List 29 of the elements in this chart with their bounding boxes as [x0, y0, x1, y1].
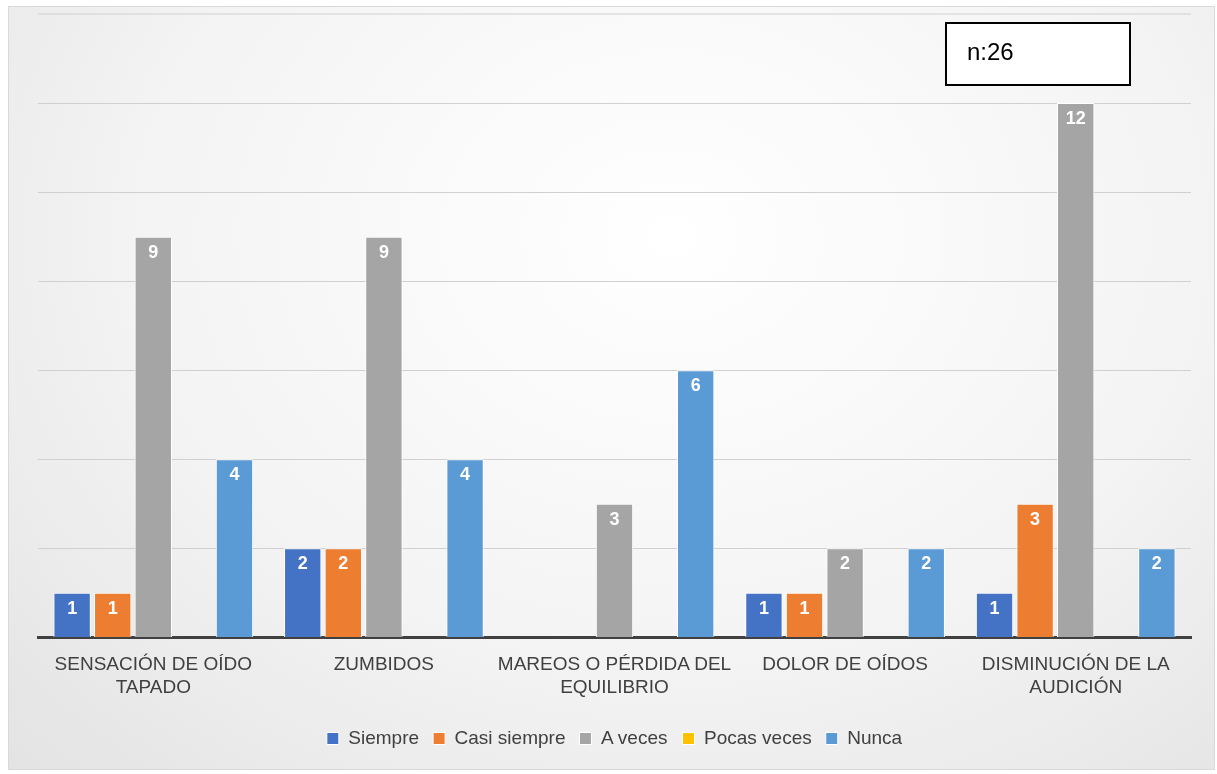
data-label: 2 — [840, 553, 851, 574]
data-label: 2 — [1151, 553, 1162, 574]
data-label: 4 — [460, 464, 471, 485]
legend-label: Pocas veces — [704, 726, 812, 748]
x-tick-label: ZUMBIDOS — [333, 653, 435, 675]
data-label: 6 — [690, 375, 701, 396]
legend-label: A veces — [600, 726, 668, 748]
data-label: 9 — [148, 241, 159, 262]
x-tick-label: DOLOR DE OÍDOS — [762, 653, 928, 675]
data-label: 1 — [989, 597, 1000, 618]
x-tick-label: MAREOS O PÉRDIDA DEL EQUILIBRIO — [497, 653, 732, 697]
data-label: 4 — [229, 464, 240, 485]
data-label: 2 — [297, 553, 308, 574]
data-label: 2 — [338, 553, 349, 574]
data-label: 9 — [378, 241, 389, 262]
x-tick-label: SENSACIÓN DE OÍDO TAPADO — [54, 653, 253, 697]
data-label: 1 — [799, 597, 810, 618]
legend-label: Nunca — [847, 726, 903, 748]
data-label: 3 — [1030, 508, 1041, 529]
data-label: 2 — [921, 553, 932, 574]
x-tick-label: DISMINUCIÓN DE LA AUDICIÓN — [981, 653, 1170, 697]
data-label: 3 — [609, 508, 620, 529]
legend-label: Siempre — [348, 726, 420, 748]
data-label: 1 — [758, 597, 769, 618]
legend-label: Casi siempre — [454, 726, 566, 748]
note-box: n:26 — [945, 22, 1131, 86]
data-label: 12 — [1065, 108, 1086, 129]
data-label: 1 — [107, 597, 118, 618]
data-label: 1 — [67, 597, 78, 618]
